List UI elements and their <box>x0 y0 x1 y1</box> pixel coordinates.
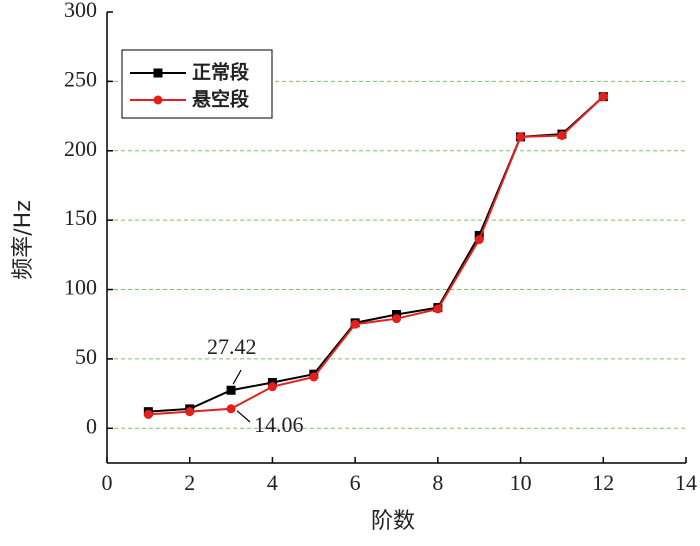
annotation: 27.42 <box>207 334 257 359</box>
marker <box>226 385 236 395</box>
marker <box>433 304 443 314</box>
legend-label: 正常段 <box>192 61 250 84</box>
x-tick-label: 8 <box>432 470 443 495</box>
marker <box>153 68 163 78</box>
y-tick-label: 0 <box>86 413 97 438</box>
y-tick-label: 250 <box>64 66 97 91</box>
marker <box>474 235 484 245</box>
y-tick-label: 150 <box>64 205 97 230</box>
x-tick-label: 14 <box>675 470 697 495</box>
legend-box <box>121 49 273 119</box>
marker <box>350 319 360 329</box>
x-tick-label: 6 <box>350 470 361 495</box>
series-line <box>148 95 604 416</box>
x-tick-label: 2 <box>184 470 195 495</box>
x-tick-label: 12 <box>592 470 614 495</box>
y-tick-label: 50 <box>75 344 97 369</box>
x-tick-label: 0 <box>102 470 113 495</box>
marker <box>557 131 567 141</box>
marker <box>143 409 153 419</box>
annotation-arrow <box>236 410 251 423</box>
x-axis-label: 阶数 <box>371 509 415 534</box>
legend-label: 悬空段 <box>192 88 250 111</box>
y-tick-label: 100 <box>64 275 97 300</box>
y-tick-label: 200 <box>64 136 97 161</box>
marker <box>516 132 526 142</box>
series-line <box>148 95 604 413</box>
annotation-arrow <box>232 369 242 385</box>
marker <box>392 314 401 324</box>
marker <box>153 95 163 105</box>
x-tick-label: 4 <box>267 470 278 495</box>
y-tick-label: 300 <box>64 0 97 22</box>
marker <box>185 407 195 417</box>
annotation: 14.06 <box>254 412 304 437</box>
x-tick-label: 10 <box>510 470 532 495</box>
y-axis-label: 频率/Hz <box>11 200 36 280</box>
marker <box>598 92 608 102</box>
marker <box>226 404 236 414</box>
marker <box>267 382 277 392</box>
marker <box>309 372 319 382</box>
